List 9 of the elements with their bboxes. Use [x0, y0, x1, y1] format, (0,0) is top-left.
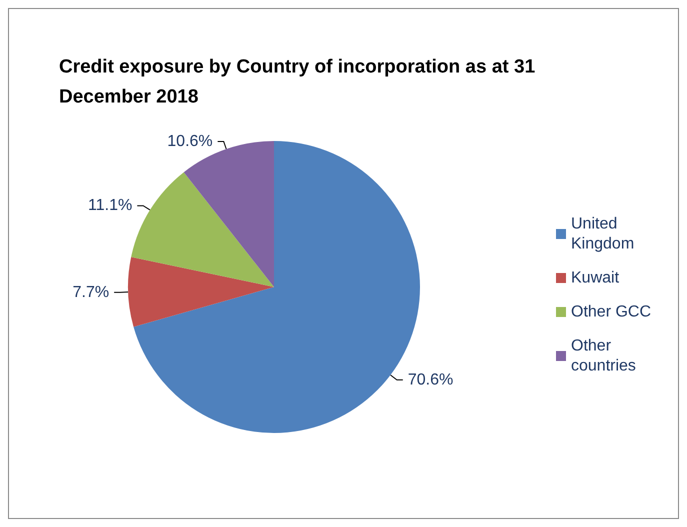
legend-label: United Kingdom: [571, 216, 634, 252]
chart-title: Credit exposure by Country of incorporation as at 31 December 2018: [59, 56, 540, 108]
data-label: 10.6%: [167, 132, 213, 150]
legend-label: Kuwait: [571, 270, 620, 286]
data-label: 11.1%: [88, 197, 132, 214]
legend-label: Other countries: [571, 338, 636, 374]
legend-label: Other GCC: [571, 304, 652, 320]
data-label: 70.6%: [408, 371, 454, 388]
data-label: 7.7%: [72, 284, 110, 301]
